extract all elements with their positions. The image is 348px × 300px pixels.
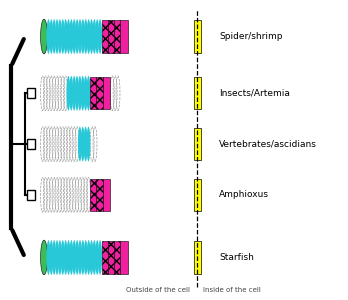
Text: Spider/shrimp: Spider/shrimp [219,32,283,41]
Ellipse shape [84,240,88,275]
Ellipse shape [81,76,85,111]
Ellipse shape [66,240,71,275]
Bar [194,77,201,110]
Text: Starfish: Starfish [219,253,254,262]
Ellipse shape [81,127,85,161]
Ellipse shape [41,240,47,275]
Ellipse shape [49,19,53,54]
Ellipse shape [86,76,90,111]
Bar [90,179,96,211]
Ellipse shape [49,240,53,275]
Ellipse shape [89,240,94,275]
Ellipse shape [87,19,90,54]
Ellipse shape [86,127,90,161]
Ellipse shape [92,19,96,54]
Ellipse shape [46,19,50,54]
Ellipse shape [95,19,99,54]
Ellipse shape [66,19,71,54]
Bar [194,128,201,160]
Ellipse shape [52,240,56,275]
Bar [114,20,120,53]
Ellipse shape [55,240,59,275]
Bar [27,88,35,98]
Bar [27,190,35,200]
Bar [96,179,103,211]
Ellipse shape [84,76,88,111]
Ellipse shape [55,19,59,54]
Ellipse shape [84,19,88,54]
Ellipse shape [69,76,73,111]
Text: Amphioxus: Amphioxus [219,190,269,199]
Ellipse shape [61,240,65,275]
Text: Inside of the cell: Inside of the cell [204,287,261,293]
Ellipse shape [81,240,85,275]
Ellipse shape [78,76,82,111]
Text: Vertebrates/ascidians: Vertebrates/ascidians [219,140,317,148]
Bar [120,20,128,53]
Bar [102,242,108,274]
Ellipse shape [78,19,82,54]
Text: Insects/Artemia: Insects/Artemia [219,89,290,98]
Bar [103,77,110,110]
Ellipse shape [78,127,82,161]
Ellipse shape [75,76,79,111]
Ellipse shape [75,19,79,54]
Ellipse shape [98,240,102,275]
Ellipse shape [95,240,99,275]
Ellipse shape [72,19,76,54]
Ellipse shape [52,19,56,54]
Ellipse shape [72,240,76,275]
Ellipse shape [64,240,68,275]
Ellipse shape [46,240,50,275]
Ellipse shape [58,240,62,275]
Ellipse shape [58,19,62,54]
Ellipse shape [66,76,70,111]
Ellipse shape [92,240,96,275]
Text: Outside of the cell: Outside of the cell [126,287,190,293]
Bar [194,242,201,274]
Bar [194,20,201,53]
Ellipse shape [41,19,47,54]
Bar [102,20,108,53]
Ellipse shape [64,19,68,54]
Ellipse shape [75,240,79,275]
Bar [114,242,120,274]
Ellipse shape [69,240,73,275]
Ellipse shape [81,19,85,54]
Bar [96,77,103,110]
Bar [103,179,110,211]
Ellipse shape [87,240,90,275]
Bar [108,242,114,274]
Ellipse shape [69,19,73,54]
Bar [194,179,201,211]
Bar [120,242,128,274]
Bar [108,20,114,53]
Ellipse shape [98,19,102,54]
Ellipse shape [78,240,82,275]
Bar [90,77,96,110]
Ellipse shape [61,19,65,54]
Bar [27,139,35,149]
Ellipse shape [84,127,88,161]
Ellipse shape [89,19,94,54]
Ellipse shape [72,76,76,111]
